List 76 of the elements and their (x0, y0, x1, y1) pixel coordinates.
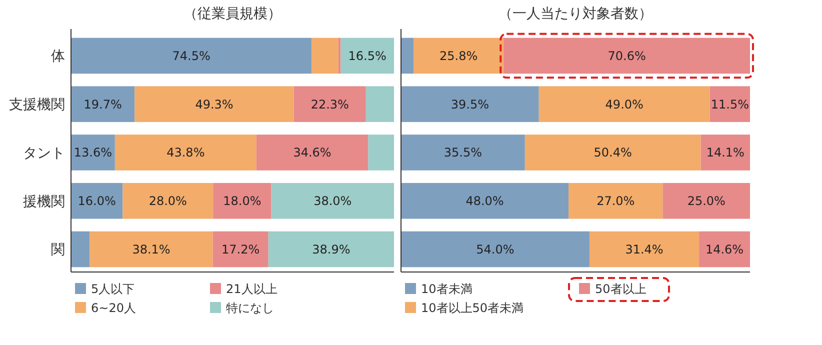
data-label: 38.0% (314, 194, 352, 208)
data-label: 18.0% (223, 194, 262, 208)
bar (589, 231, 700, 268)
data-label: 70.6% (608, 48, 646, 63)
bar (271, 182, 394, 219)
data-label: 48.0% (466, 194, 504, 208)
legend-label: 10者未満 (421, 282, 472, 296)
bar (71, 134, 115, 170)
bar (700, 134, 750, 170)
bar (122, 182, 214, 219)
y-tick-label: 関 (51, 242, 65, 258)
bar (71, 38, 312, 74)
bar (414, 38, 504, 74)
legend-label: 6~20人 (91, 301, 136, 316)
data-label: 16.0% (78, 194, 116, 208)
y-tick-label: 体 (51, 48, 65, 65)
bar (368, 134, 394, 170)
bar (401, 182, 569, 219)
bar (71, 86, 135, 122)
y-tick-label: 支援機関 (9, 97, 65, 114)
bar (90, 231, 213, 268)
bar (366, 86, 394, 122)
bar (340, 38, 394, 74)
bar (524, 134, 701, 170)
bar (213, 182, 272, 219)
data-label: 27.0% (596, 194, 635, 208)
bar (538, 86, 710, 122)
data-label: 31.4% (625, 242, 664, 256)
bar (710, 86, 750, 122)
bar (312, 38, 338, 74)
legend-label: 50者以上 (595, 282, 646, 296)
y-tick-label: タント (23, 145, 65, 162)
data-label: 49.3% (195, 97, 234, 112)
data-label: 25.0% (687, 194, 726, 208)
legend-label: 5人以下 (91, 282, 135, 296)
data-label: 35.5% (444, 146, 482, 160)
data-label: 22.3% (310, 97, 349, 112)
data-label: 19.7% (84, 97, 122, 112)
bar (71, 182, 123, 219)
bar (401, 134, 525, 170)
bar (114, 134, 256, 170)
data-label: 43.8% (166, 146, 205, 160)
legend-label: 特になし (226, 301, 274, 316)
bar (134, 86, 294, 122)
bar (401, 38, 414, 74)
data-label: 28.0% (148, 194, 187, 208)
bar (71, 231, 90, 268)
data-label: 14.6% (705, 242, 744, 256)
bar (212, 231, 268, 268)
data-label: 50.4% (594, 146, 632, 160)
data-label: 74.5% (172, 48, 210, 63)
bar (256, 134, 368, 170)
chart-title: （従業員規模） (184, 6, 282, 22)
data-label: 38.1% (132, 242, 170, 256)
data-label: 49.0% (605, 97, 644, 112)
data-label: 13.6% (74, 146, 112, 160)
bar (568, 182, 663, 219)
bar (268, 231, 394, 268)
bar (401, 231, 590, 268)
data-label: 34.6% (293, 146, 332, 160)
bar (662, 182, 750, 219)
legend-label: 10者以上50者未満 (421, 301, 524, 316)
data-label: 17.2% (222, 242, 260, 256)
bar (699, 231, 750, 268)
y-tick-label: 援機関 (23, 194, 65, 210)
data-label: 54.0% (476, 242, 514, 256)
data-label: 38.9% (312, 242, 350, 256)
bar (401, 86, 539, 122)
data-label: 16.5% (348, 48, 386, 63)
legend-label: 21人以上 (226, 282, 278, 296)
data-label: 11.5% (710, 97, 749, 112)
bar (294, 86, 366, 122)
data-label: 39.5% (450, 97, 489, 112)
data-label: 25.8% (440, 48, 478, 63)
chart-title: （一人当たり対象者数） (498, 6, 652, 22)
data-label: 14.1% (706, 146, 744, 160)
